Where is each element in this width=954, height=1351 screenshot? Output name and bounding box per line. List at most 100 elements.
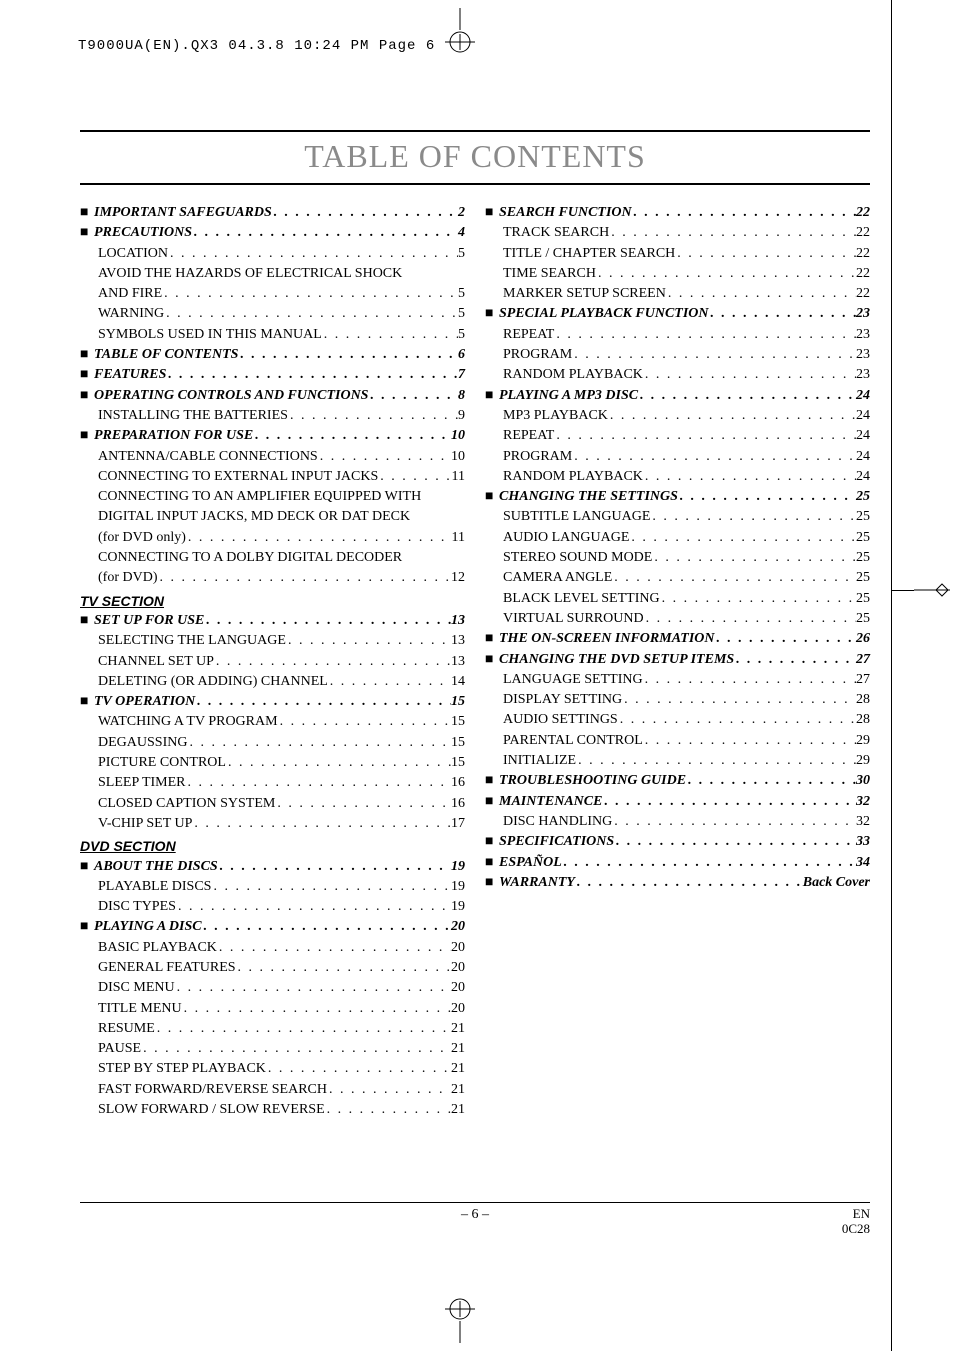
crop-mark-bottom <box>445 1293 475 1343</box>
toc-leader <box>325 1100 451 1120</box>
toc-heading: ■ THE ON-SCREEN INFORMATION26 <box>485 629 870 649</box>
toc-label: SEARCH FUNCTION <box>499 203 632 223</box>
toc-label: TABLE OF CONTENTS <box>94 345 238 365</box>
toc-label: TROUBLESHOOTING GUIDE <box>499 771 686 791</box>
toc-label: WARRANTY <box>499 873 575 893</box>
square-bullet-icon: ■ <box>485 873 499 893</box>
square-bullet-icon: ■ <box>485 792 499 812</box>
toc-label: VIRTUAL SURROUND <box>503 609 644 629</box>
trim-line-right <box>891 0 892 1351</box>
toc-label: MP3 PLAYBACK <box>503 406 608 426</box>
square-bullet-icon: ■ <box>80 365 94 385</box>
toc-page: 26 <box>856 629 870 649</box>
toc-page: 15 <box>451 692 465 712</box>
crop-mark-top <box>445 8 475 58</box>
toc-label: PARENTAL CONTROL <box>503 731 643 751</box>
toc-leader <box>328 672 451 692</box>
toc-entry: DISPLAY SETTING28 <box>485 690 870 710</box>
toc-page: 2 <box>458 203 465 223</box>
toc-page: 21 <box>451 1019 465 1039</box>
toc-leader <box>286 631 451 651</box>
toc-page: 13 <box>451 611 465 631</box>
toc-label: PICTURE CONTROL <box>98 753 226 773</box>
toc-page: 20 <box>451 978 465 998</box>
toc-heading: ■ CHANGING THE DVD SETUP ITEMS27 <box>485 650 870 670</box>
toc-entry: DISC TYPES19 <box>80 897 465 917</box>
toc-page: 24 <box>856 386 870 406</box>
toc-heading: ■ OPERATING CONTROLS AND FUNCTIONS8 <box>80 386 465 406</box>
toc-page: 20 <box>451 938 465 958</box>
toc-leader <box>272 203 458 223</box>
toc-entry: REPEAT24 <box>485 426 870 446</box>
toc-label: DELETING (OR ADDING) CHANNEL <box>98 672 328 692</box>
toc-leader <box>192 814 451 834</box>
toc-label: TITLE / CHAPTER SEARCH <box>503 244 675 264</box>
toc-page: 10 <box>451 447 465 467</box>
toc-heading: ■ IMPORTANT SAFEGUARDS2 <box>80 203 465 223</box>
toc-page: 25 <box>856 507 870 527</box>
toc-label: INSTALLING THE BATTERIES <box>98 406 288 426</box>
toc-label: TV OPERATION <box>94 692 195 712</box>
toc-entry: SLEEP TIMER16 <box>80 773 465 793</box>
toc-entry: AUDIO LANGUAGE25 <box>485 528 870 548</box>
toc-entry: TITLE MENU20 <box>80 999 465 1019</box>
toc-label: GENERAL FEATURES <box>98 958 236 978</box>
toc-leader <box>650 507 856 527</box>
page-footer: – 6 – EN 0C28 <box>80 1202 870 1236</box>
toc-page: 19 <box>451 877 465 897</box>
toc-entry: LOCATION5 <box>80 244 465 264</box>
toc-page: 23 <box>856 345 870 365</box>
toc-leader <box>155 1019 451 1039</box>
toc-entry: CHANNEL SET UP13 <box>80 652 465 672</box>
toc-label: PLAYING A MP3 DISC <box>499 386 638 406</box>
toc-entry: TITLE / CHAPTER SEARCH22 <box>485 244 870 264</box>
toc-entry: BASIC PLAYBACK20 <box>80 938 465 958</box>
toc-label: (for DVD) <box>98 568 157 588</box>
print-job-header: T9000UA(EN).QX3 04.3.8 10:24 PM Page 6 <box>78 38 435 54</box>
toc-label: PROGRAM <box>503 345 572 365</box>
square-bullet-icon: ■ <box>485 650 499 670</box>
toc-label: DISC MENU <box>98 978 175 998</box>
toc-page: 21 <box>451 1100 465 1120</box>
square-bullet-icon: ■ <box>485 832 499 852</box>
square-bullet-icon: ■ <box>485 853 499 873</box>
toc-page: 17 <box>451 814 465 834</box>
toc-leader <box>278 712 451 732</box>
toc-label: PREPARATION FOR USE <box>94 426 253 446</box>
square-bullet-icon: ■ <box>485 386 499 406</box>
toc-page: 30 <box>856 771 870 791</box>
toc-entry: WARNING5 <box>80 304 465 324</box>
toc-heading: ■ SET UP FOR USE13 <box>80 611 465 631</box>
toc-label: TIME SEARCH <box>503 264 596 284</box>
toc-entry: AND FIRE5 <box>80 284 465 304</box>
toc-entry: MP3 PLAYBACK24 <box>485 406 870 426</box>
toc-entry: VIRTUAL SURROUND25 <box>485 609 870 629</box>
toc-page: 11 <box>452 467 465 487</box>
toc-entry: DIGITAL INPUT JACKS, MD DECK OR DAT DECK <box>80 507 465 527</box>
toc-entry: GENERAL FEATURES20 <box>80 958 465 978</box>
toc-page: 20 <box>451 999 465 1019</box>
toc-label: IMPORTANT SAFEGUARDS <box>94 203 272 223</box>
toc-heading: ■ TROUBLESHOOTING GUIDE30 <box>485 771 870 791</box>
toc-leader <box>715 629 857 649</box>
toc-entry: CONNECTING TO A DOLBY DIGITAL DECODER <box>80 548 465 568</box>
toc-label: STEREO SOUND MODE <box>503 548 652 568</box>
toc-label: WATCHING A TV PROGRAM <box>98 712 278 732</box>
toc-leader <box>168 244 458 264</box>
square-bullet-icon: ■ <box>80 611 94 631</box>
toc-page: 12 <box>451 568 465 588</box>
toc-heading: ■ MAINTENANCE32 <box>485 792 870 812</box>
toc-entry: INSTALLING THE BATTERIES9 <box>80 406 465 426</box>
toc-entry: DISC MENU 20 <box>80 978 465 998</box>
toc-entry: CONNECTING TO EXTERNAL INPUT JACKS11 <box>80 467 465 487</box>
square-bullet-icon: ■ <box>485 629 499 649</box>
toc-entry: DEGAUSSING15 <box>80 733 465 753</box>
toc-column-left: ■ IMPORTANT SAFEGUARDS2■ PRECAUTIONS4LOC… <box>80 203 465 1120</box>
toc-page: 28 <box>856 710 870 730</box>
toc-page: 22 <box>856 284 870 304</box>
toc-entry: TRACK SEARCH22 <box>485 223 870 243</box>
toc-page: 4 <box>458 223 465 243</box>
toc-label: OPERATING CONTROLS AND FUNCTIONS <box>94 386 368 406</box>
toc-label: AUDIO LANGUAGE <box>503 528 629 548</box>
toc-entry: SYMBOLS USED IN THIS MANUAL5 <box>80 325 465 345</box>
